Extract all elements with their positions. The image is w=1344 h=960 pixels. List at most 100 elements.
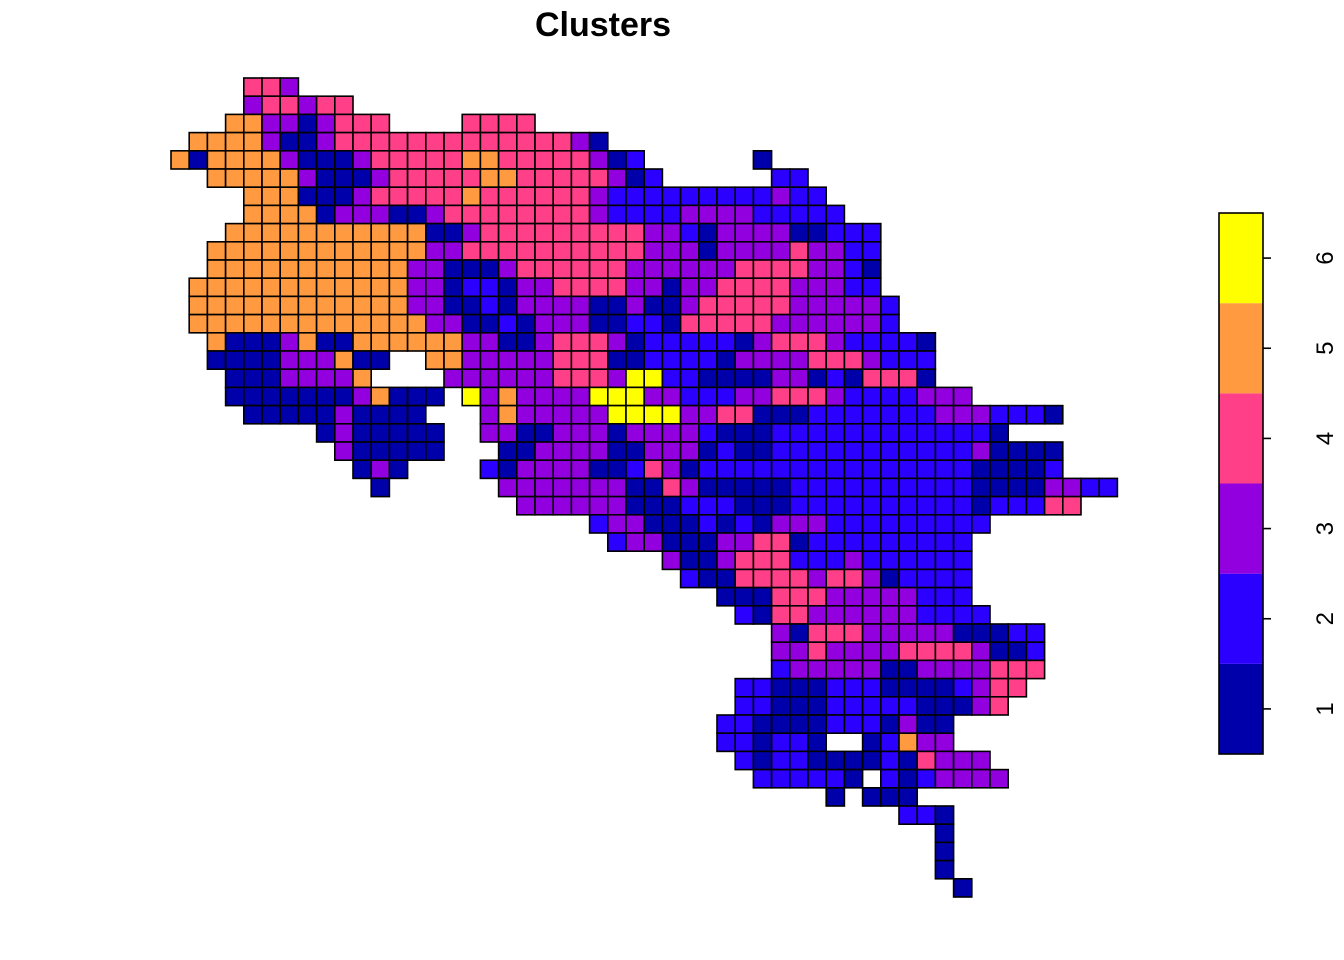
raster-cell-4 [479,113,500,134]
raster-cell-3 [734,386,755,407]
raster-cell-2 [807,422,828,443]
raster-cell-2 [970,422,991,443]
raster-cell-4 [989,695,1010,716]
raster-cell-5 [333,313,354,334]
raster-cell-6 [661,404,682,425]
raster-cell-2 [825,768,846,789]
raster-cell-2 [716,459,737,480]
raster-cell-1 [297,113,318,134]
raster-cell-2 [1025,404,1046,425]
raster-cell-2 [952,495,973,516]
raster-cell-2 [716,186,737,207]
raster-cell-1 [898,750,919,771]
raster-cell-2 [788,441,809,462]
legend-tick-label: 5 [1312,342,1339,355]
raster-cell-3 [879,586,900,607]
raster-cell-4 [388,168,409,189]
raster-cell-4 [606,222,627,243]
raster-cell-2 [898,331,919,352]
raster-cell-4 [952,641,973,662]
raster-cell-4 [788,331,809,352]
raster-cell-1 [898,677,919,698]
raster-cell-1 [861,786,882,807]
raster-cell-1 [606,150,627,170]
raster-cell-2 [934,459,955,480]
raster-cell-2 [916,532,937,553]
raster-cell-4 [443,150,464,170]
raster-cell-2 [788,459,809,480]
raster-cell-2 [606,532,627,553]
raster-cell-5 [188,131,209,152]
raster-cell-1 [734,422,755,443]
raster-cell-2 [861,404,882,425]
raster-cell-2 [970,604,991,625]
raster-cell-3 [879,604,900,625]
raster-cell-3 [479,422,500,443]
raster-cell-1 [770,404,791,425]
raster-cell-2 [843,331,864,352]
raster-cell-2 [625,186,646,207]
raster-cell-2 [752,186,773,207]
raster-cell-3 [515,459,536,480]
raster-cell-5 [479,150,500,170]
raster-cell-1 [752,586,773,607]
raster-cell-3 [843,659,864,680]
raster-cell-3 [315,350,336,371]
raster-cell-1 [861,750,882,771]
raster-cell-2 [788,495,809,516]
raster-cell-4 [625,241,646,261]
raster-cell-4 [588,241,609,261]
raster-cell-1 [1007,459,1028,480]
raster-cell-2 [989,495,1010,516]
raster-cell-4 [1043,495,1064,516]
raster-cell-3 [497,259,518,280]
raster-cell-2 [788,477,809,498]
raster-cell-2 [879,477,900,498]
raster-cell-2 [679,568,700,589]
raster-cell-2 [825,677,846,698]
raster-cell-1 [333,186,354,207]
raster-cell-1 [752,477,773,498]
raster-cell-5 [243,150,263,170]
raster-cell-2 [807,768,828,789]
raster-cell-5 [297,222,318,243]
raster-cell-1 [807,714,828,735]
raster-cell-3 [934,750,955,771]
raster-cell-3 [297,95,318,116]
raster-cell-1 [752,368,773,389]
raster-cell-2 [898,695,919,716]
raster-cell-3 [898,623,919,644]
raster-cell-1 [825,750,846,771]
raster-cell-1 [388,386,409,407]
raster-cell-5 [461,150,482,170]
raster-cell-3 [643,222,664,243]
raster-cell-2 [716,495,737,516]
raster-cell-3 [825,641,846,662]
raster-cell-5 [352,259,373,280]
raster-cell-6 [625,404,646,425]
raster-cell-2 [734,459,755,480]
legend-swatch-1 [1219,663,1263,754]
raster-cell-2 [952,441,973,462]
raster-cell-1 [861,732,882,753]
raster-cell-1 [807,732,828,753]
raster-cell-1 [697,441,718,462]
raster-cell-1 [643,495,664,516]
raster-cell-4 [770,331,791,352]
raster-cell-2 [916,495,937,516]
raster-cell-3 [770,222,791,243]
raster-cell-1 [697,241,718,261]
raster-cell-2 [807,404,828,425]
raster-cell-3 [697,204,718,225]
raster-cell-3 [424,259,445,280]
raster-cell-3 [661,550,682,571]
raster-cell-1 [970,623,991,644]
raster-cell-2 [843,677,864,698]
raster-cell-4 [752,277,773,298]
raster-cell-2 [770,768,791,789]
raster-cell-3 [934,732,955,753]
raster-cell-1 [807,368,828,389]
raster-cell-4 [534,204,555,225]
raster-cell-5 [224,241,245,261]
raster-cell-3 [807,313,828,334]
